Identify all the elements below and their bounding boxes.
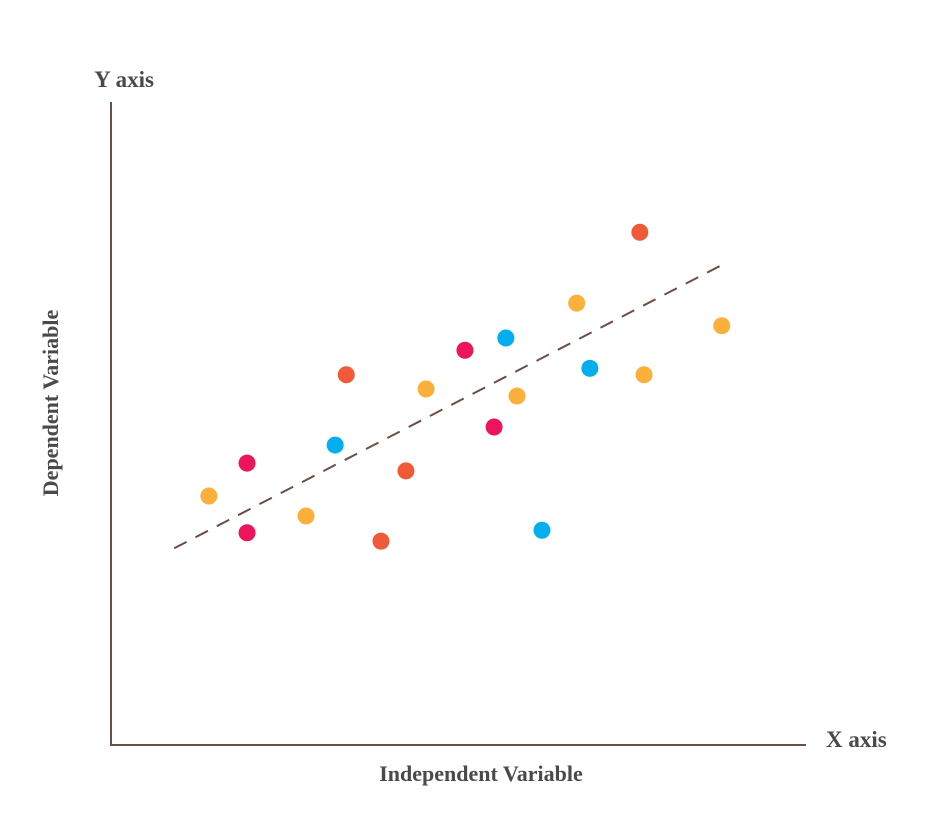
data-point-pink [485,418,503,436]
trend-line [173,264,721,550]
data-point-red [337,366,355,384]
data-point-orange [200,487,218,505]
data-point-blue [497,329,515,347]
data-point-orange [297,507,315,525]
y-axis-label: Dependent Variable [38,310,63,497]
x-axis-name: X axis [826,727,887,752]
data-point-red [397,462,415,480]
data-point-orange [417,380,435,398]
data-point-orange [508,387,526,405]
data-point-blue [581,359,599,377]
data-point-blue [533,521,551,539]
data-point-orange [568,294,586,312]
data-point-orange [635,366,653,384]
data-point-pink [238,454,256,472]
data-point-blue [326,436,344,454]
data-point-red [372,532,390,550]
x-axis-label: Independent Variable [379,761,583,786]
data-point-pink [238,524,256,542]
data-point-pink [456,341,474,359]
y-axis-name: Y axis [94,67,154,92]
data-point-red [631,223,649,241]
data-point-orange [713,317,731,335]
